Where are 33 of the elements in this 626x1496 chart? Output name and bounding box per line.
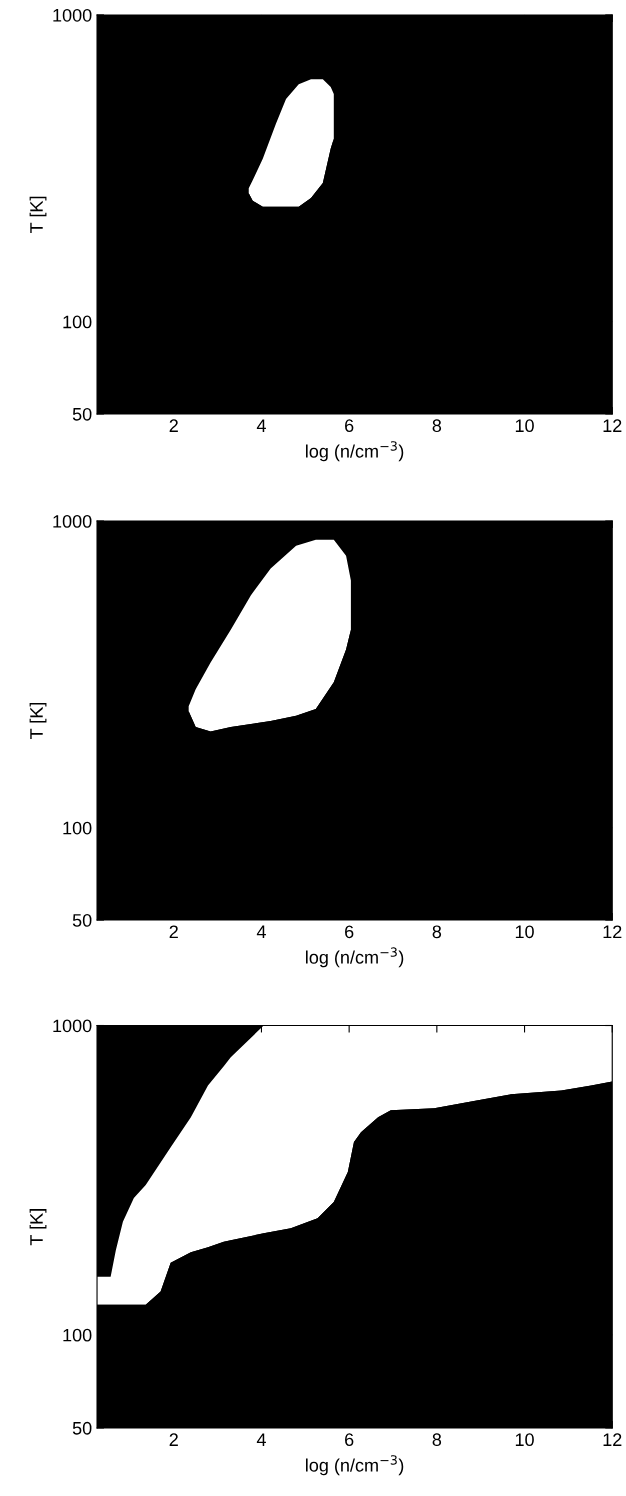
x-tick-label: 8 xyxy=(432,419,442,433)
x-tick-label: 4 xyxy=(256,419,266,432)
x-axis-title: log (n/cm$^{−3}$) xyxy=(306,441,404,462)
x-tick-label: 2 xyxy=(169,1433,178,1446)
y-tick-label: 1000 xyxy=(53,1019,92,1033)
y-tick-label: 100 xyxy=(63,1328,92,1342)
x-tick-label: 2 xyxy=(169,419,178,432)
x-tick-label: 8 xyxy=(432,1433,442,1447)
x-tick-label: 6 xyxy=(345,1433,354,1447)
x-tick-label: 6 xyxy=(345,419,354,433)
y-tick-label: 1000 xyxy=(53,514,92,528)
y-tick-label: 100 xyxy=(63,315,92,329)
x-axis-title: log (n/cm$^{−3}$) xyxy=(306,947,404,968)
y-axis-title: T [K] xyxy=(29,196,47,233)
x-tick-label: 12 xyxy=(603,925,622,938)
x-tick-label: 12 xyxy=(603,419,622,432)
y-axis-title: T [K] xyxy=(29,702,47,740)
x-tick-label: 8 xyxy=(432,925,442,939)
y-tick-label: 100 xyxy=(63,821,92,835)
y-tick-label: 50 xyxy=(72,407,92,421)
x-tick-label: 10 xyxy=(515,419,534,433)
x-tick-label: 2 xyxy=(169,925,178,938)
x-tick-label: 4 xyxy=(256,1433,266,1446)
y-tick-label: 1000 xyxy=(53,8,92,22)
x-axis-title: log (n/cm$^{−3}$) xyxy=(306,1455,404,1476)
y-tick-label: 50 xyxy=(72,1421,92,1435)
y-tick-label: 50 xyxy=(72,913,92,927)
x-tick-label: 10 xyxy=(515,925,534,939)
y-axis-title: T [K] xyxy=(29,1209,47,1246)
x-tick-label: 4 xyxy=(256,925,266,938)
x-tick-label: 6 xyxy=(345,925,354,939)
x-tick-label: 10 xyxy=(515,1433,534,1447)
x-tick-label: 12 xyxy=(603,1433,622,1446)
